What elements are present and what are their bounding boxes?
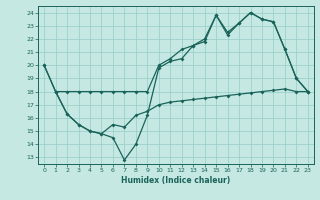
X-axis label: Humidex (Indice chaleur): Humidex (Indice chaleur) <box>121 176 231 185</box>
